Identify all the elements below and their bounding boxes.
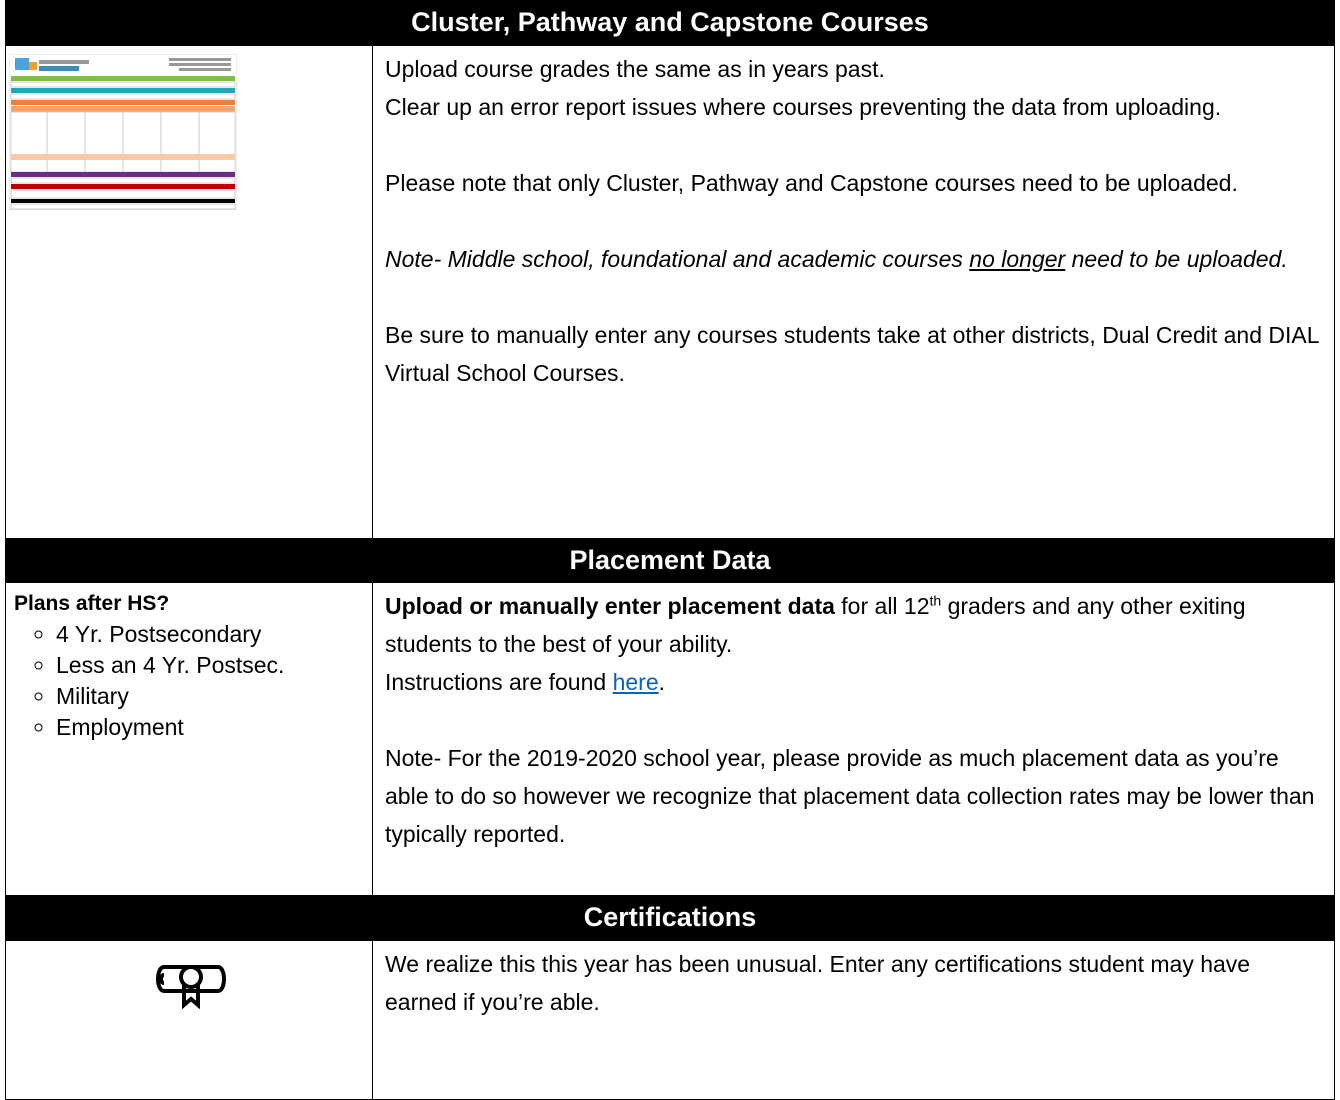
text: for all 12 [834, 593, 930, 619]
section-header: Cluster, Pathway and Capstone Courses [5, 0, 1335, 45]
paragraph: Note- For the 2019-2020 school year, ple… [385, 745, 1315, 847]
course-chart-thumbnail [9, 54, 237, 210]
plan-item: Less an 4 Yr. Postsec. [56, 650, 372, 681]
superscript: th [929, 592, 942, 609]
plan-item: Military [56, 681, 372, 712]
paragraph: Instructions are found here. [385, 663, 1322, 701]
plans-list: 4 Yr. Postsecondary Less an 4 Yr. Postse… [14, 619, 372, 743]
link[interactable]: here [612, 669, 659, 695]
plans-cell: Plans after HS? 4 Yr. Postsecondary Less… [5, 582, 373, 896]
paragraph: Please note that only Cluster, Pathway a… [385, 170, 1238, 196]
note-text: need to be uploaded. [1065, 246, 1288, 272]
plans-heading: Plans after HS? [14, 592, 170, 615]
paragraph: Be sure to manually enter any courses st… [385, 322, 1319, 386]
plan-item: 4 Yr. Postsecondary [56, 619, 372, 650]
certificate-icon [156, 965, 226, 1009]
note-text: Note- Middle school, foundational and ac… [385, 246, 970, 272]
section-header: Certifications [5, 895, 1335, 940]
section-header: Placement Data [5, 538, 1335, 583]
text-cell: Upload or manually enter placement data … [372, 582, 1335, 896]
paragraph: Upload or manually enter placement data … [385, 587, 1322, 663]
text-cell: We realize this this year has been unusu… [372, 940, 1335, 1100]
note-underline: no longer [969, 246, 1066, 272]
plan-item: Employment [56, 712, 372, 743]
bold-lead: Upload or manually enter placement data [385, 593, 835, 619]
paragraph: Clear up an error report issues where co… [385, 94, 1222, 120]
thumbnail-cell [5, 45, 373, 539]
paragraph: We realize this this year has been unusu… [385, 951, 1251, 1015]
text: graders and any other exiting students t… [385, 593, 1246, 657]
text: . [658, 669, 666, 695]
note: Note- Middle school, foundational and ac… [385, 240, 1322, 278]
text: Instructions are found [385, 669, 613, 695]
icon-cell [5, 940, 373, 1100]
paragraph: Upload course grades the same as in year… [385, 56, 885, 82]
text-cell: Upload course grades the same as in year… [372, 45, 1335, 539]
